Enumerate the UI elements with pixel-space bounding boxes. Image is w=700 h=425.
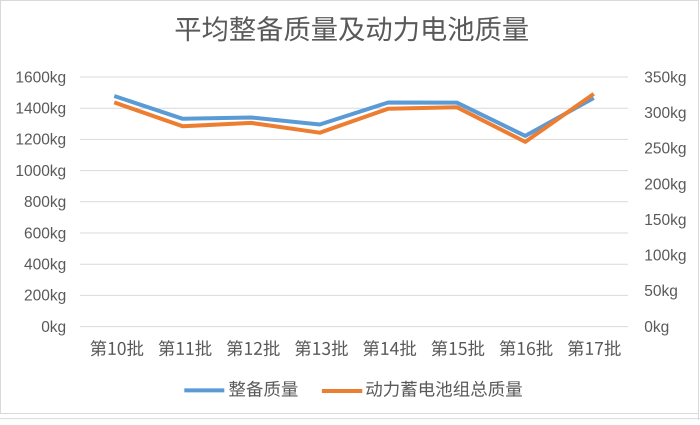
svg-text:200kg: 200kg (24, 288, 66, 305)
svg-text:0kg: 0kg (644, 319, 669, 336)
svg-text:50kg: 50kg (644, 283, 678, 300)
svg-text:150kg: 150kg (644, 212, 686, 229)
svg-text:100kg: 100kg (644, 248, 686, 265)
svg-text:600kg: 600kg (24, 225, 66, 242)
svg-text:350kg: 350kg (644, 69, 686, 86)
svg-text:400kg: 400kg (24, 257, 66, 274)
svg-text:1400kg: 1400kg (15, 101, 66, 118)
svg-text:250kg: 250kg (644, 141, 686, 158)
svg-text:800kg: 800kg (24, 194, 66, 211)
svg-text:0kg: 0kg (41, 319, 66, 336)
svg-text:1200kg: 1200kg (15, 132, 66, 149)
svg-text:300kg: 300kg (644, 105, 686, 122)
svg-text:1600kg: 1600kg (15, 69, 66, 86)
svg-text:200kg: 200kg (644, 176, 686, 193)
svg-text:1000kg: 1000kg (15, 163, 66, 180)
